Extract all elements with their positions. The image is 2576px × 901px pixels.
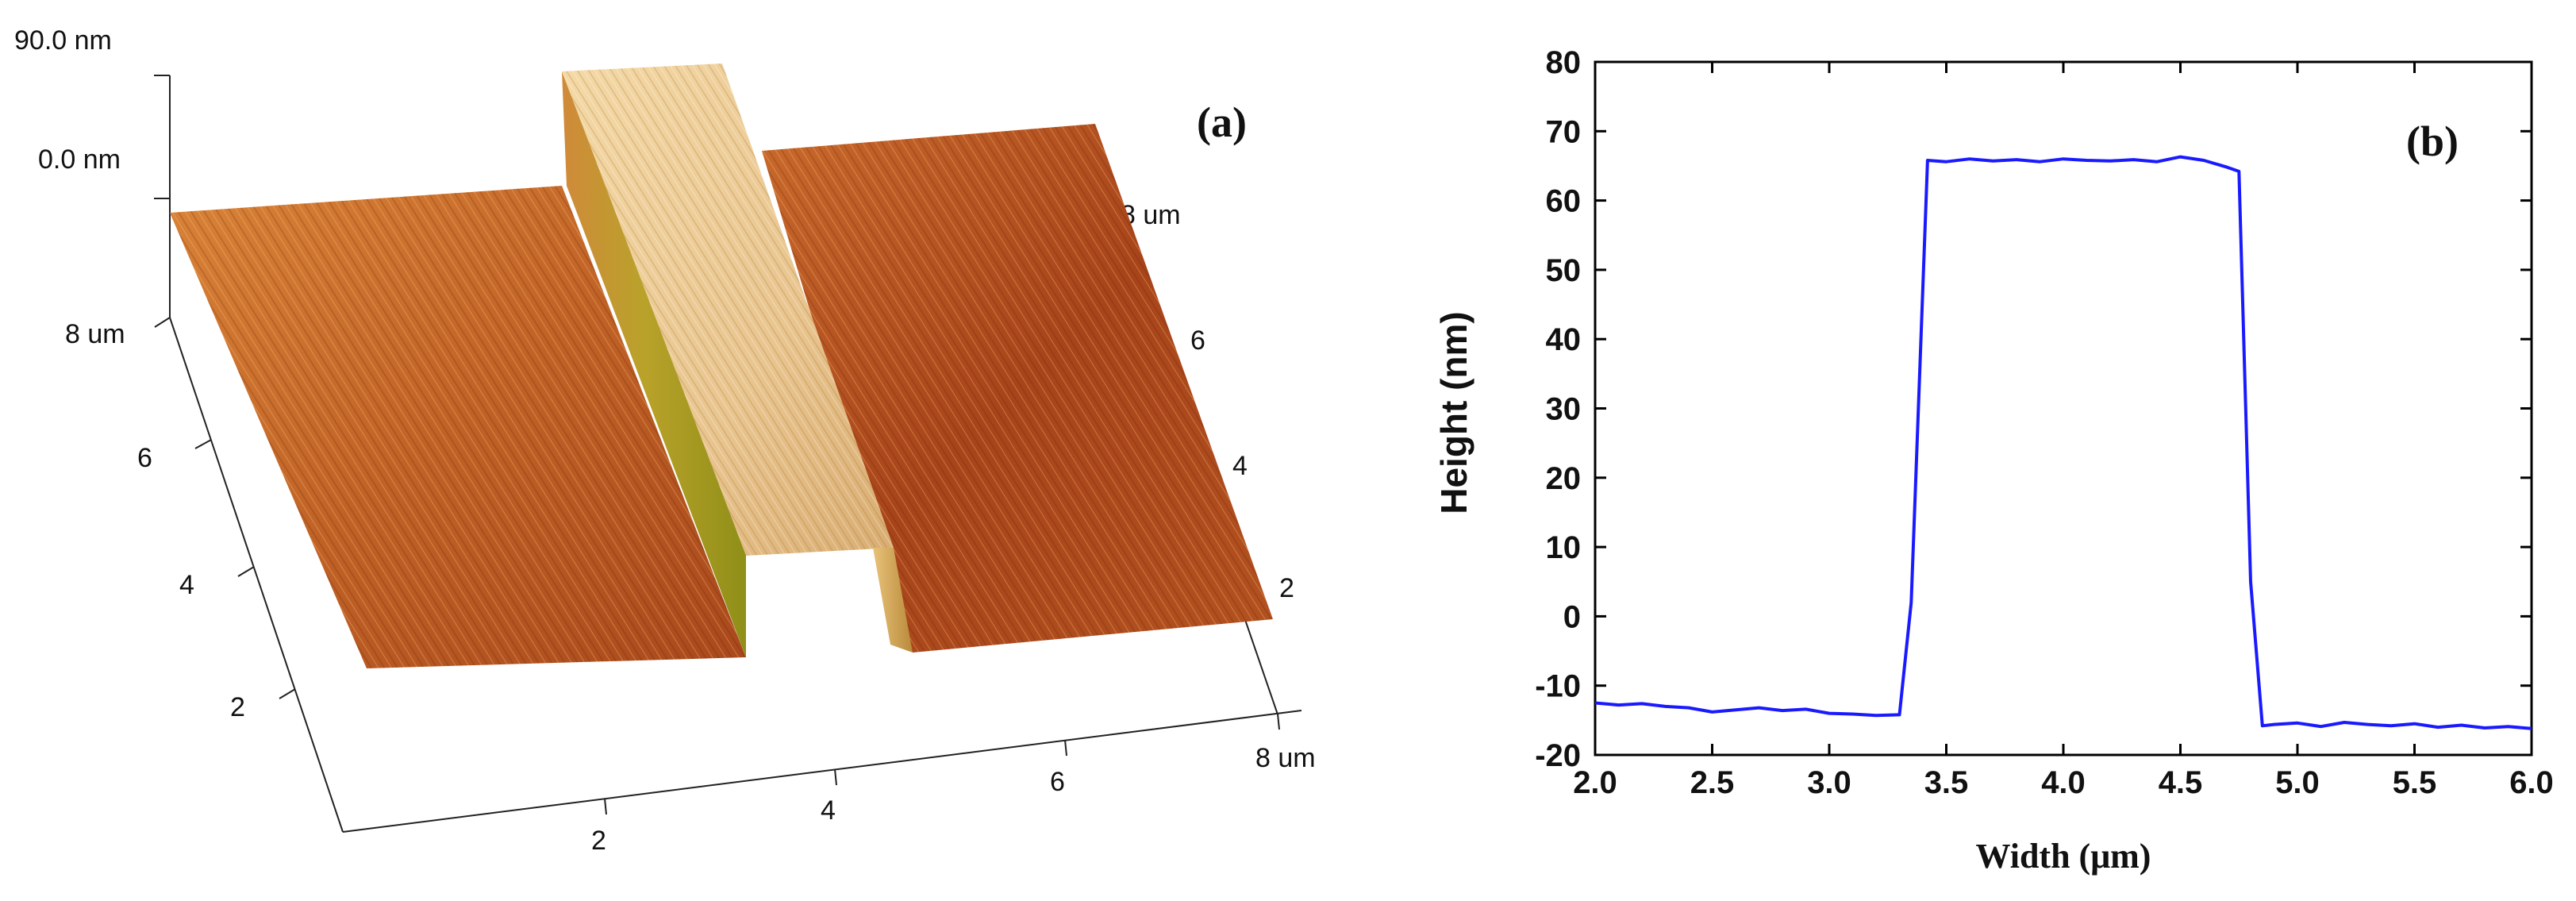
x-tick-label: 2.5 bbox=[1690, 765, 1735, 800]
x-tick-label: 6 bbox=[1050, 767, 1065, 797]
x-tick-label: 8 um bbox=[1255, 743, 1316, 773]
y-tick-label: 40 bbox=[1546, 322, 1582, 357]
panel-a: 90.0 nm 0.0 nm 8 um 6 4 2 2 4 6 8 um 8 u… bbox=[14, 25, 1316, 856]
x-tick-label: 3.0 bbox=[1807, 765, 1851, 800]
y-tick bbox=[154, 317, 171, 328]
y-tick-label: 30 bbox=[1546, 392, 1582, 427]
surface-base-right-texture bbox=[762, 124, 1273, 653]
y-axis-label: Height (nm) bbox=[1433, 311, 1474, 514]
x-tick-label: 5.0 bbox=[2275, 765, 2320, 800]
x-tick-label: 2 bbox=[591, 826, 606, 856]
z-label-zero: 0.0 nm bbox=[38, 144, 121, 175]
x-axis-line bbox=[342, 710, 1302, 833]
x-tick-label: 5.5 bbox=[2393, 765, 2437, 800]
depth-tick-label: 6 bbox=[1190, 325, 1205, 356]
y-tick-label: 10 bbox=[1546, 530, 1582, 565]
x-tick bbox=[834, 768, 837, 786]
y-ticks: -20 -10 0 10 20 30 40 50 60 70 80 bbox=[1535, 45, 2532, 773]
y-axis-line bbox=[169, 317, 344, 833]
panel-b: -20 -10 0 10 20 30 40 50 60 70 80 2.0 2.5 3.0 3.5 4.0 4… bbox=[1433, 45, 2554, 876]
x-tick-label: 4.0 bbox=[2041, 765, 2086, 800]
x-tick-label: 4 bbox=[821, 795, 836, 826]
x-axis-label: Width (μm) bbox=[1976, 837, 2151, 876]
depth-tick-label: 2 bbox=[1279, 573, 1294, 603]
y-tick-label: 4 bbox=[179, 570, 194, 600]
x-tick bbox=[1064, 739, 1067, 757]
y-tick-label: 80 bbox=[1546, 45, 1582, 80]
y-tick-label: 50 bbox=[1546, 253, 1582, 288]
series-layer bbox=[1594, 155, 2532, 730]
y-tick-label: 2 bbox=[230, 692, 245, 722]
y-tick-label: 70 bbox=[1546, 114, 1582, 149]
x-tick-label: 6.0 bbox=[2509, 765, 2554, 800]
x-tick bbox=[1277, 713, 1280, 730]
step-top-texture bbox=[562, 64, 894, 556]
panel-label-a: (a) bbox=[1197, 98, 1247, 146]
y-tick-label: -10 bbox=[1535, 669, 1581, 704]
surface-base-left-texture bbox=[170, 186, 746, 668]
x-tick-label: 3.5 bbox=[1924, 765, 1969, 800]
x-tick-label: 4.5 bbox=[2159, 765, 2203, 800]
y-tick-label: 8 um bbox=[65, 319, 125, 349]
y-tick bbox=[194, 439, 212, 449]
x-ticks: 2.0 2.5 3.0 3.5 4.0 4.5 5.0 5.5 6.0 bbox=[1573, 62, 2554, 800]
y-tick bbox=[279, 688, 296, 699]
y-tick-label: -20 bbox=[1535, 738, 1581, 773]
x-tick bbox=[604, 798, 607, 815]
panel-label-b: (b) bbox=[2406, 117, 2459, 165]
y-tick-label: 0 bbox=[1563, 599, 1581, 634]
plot-frame bbox=[1594, 60, 2533, 757]
x-tick-label: 2.0 bbox=[1573, 765, 1617, 800]
y-tick-label: 60 bbox=[1546, 184, 1582, 219]
step-left-wall bbox=[562, 71, 746, 657]
z-label-top: 90.0 nm bbox=[14, 25, 112, 56]
depth-tick-label: 4 bbox=[1232, 451, 1248, 481]
series-line-height-profile bbox=[1594, 155, 2532, 730]
step-right-wall bbox=[873, 548, 913, 653]
y-tick-label: 6 bbox=[137, 443, 152, 473]
y-tick-label: 20 bbox=[1546, 461, 1582, 496]
y-tick bbox=[237, 566, 255, 577]
